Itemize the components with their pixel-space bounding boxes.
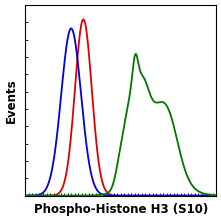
X-axis label: Phospho-Histone H3 (S10): Phospho-Histone H3 (S10) xyxy=(34,203,208,216)
Y-axis label: Events: Events xyxy=(5,78,18,123)
